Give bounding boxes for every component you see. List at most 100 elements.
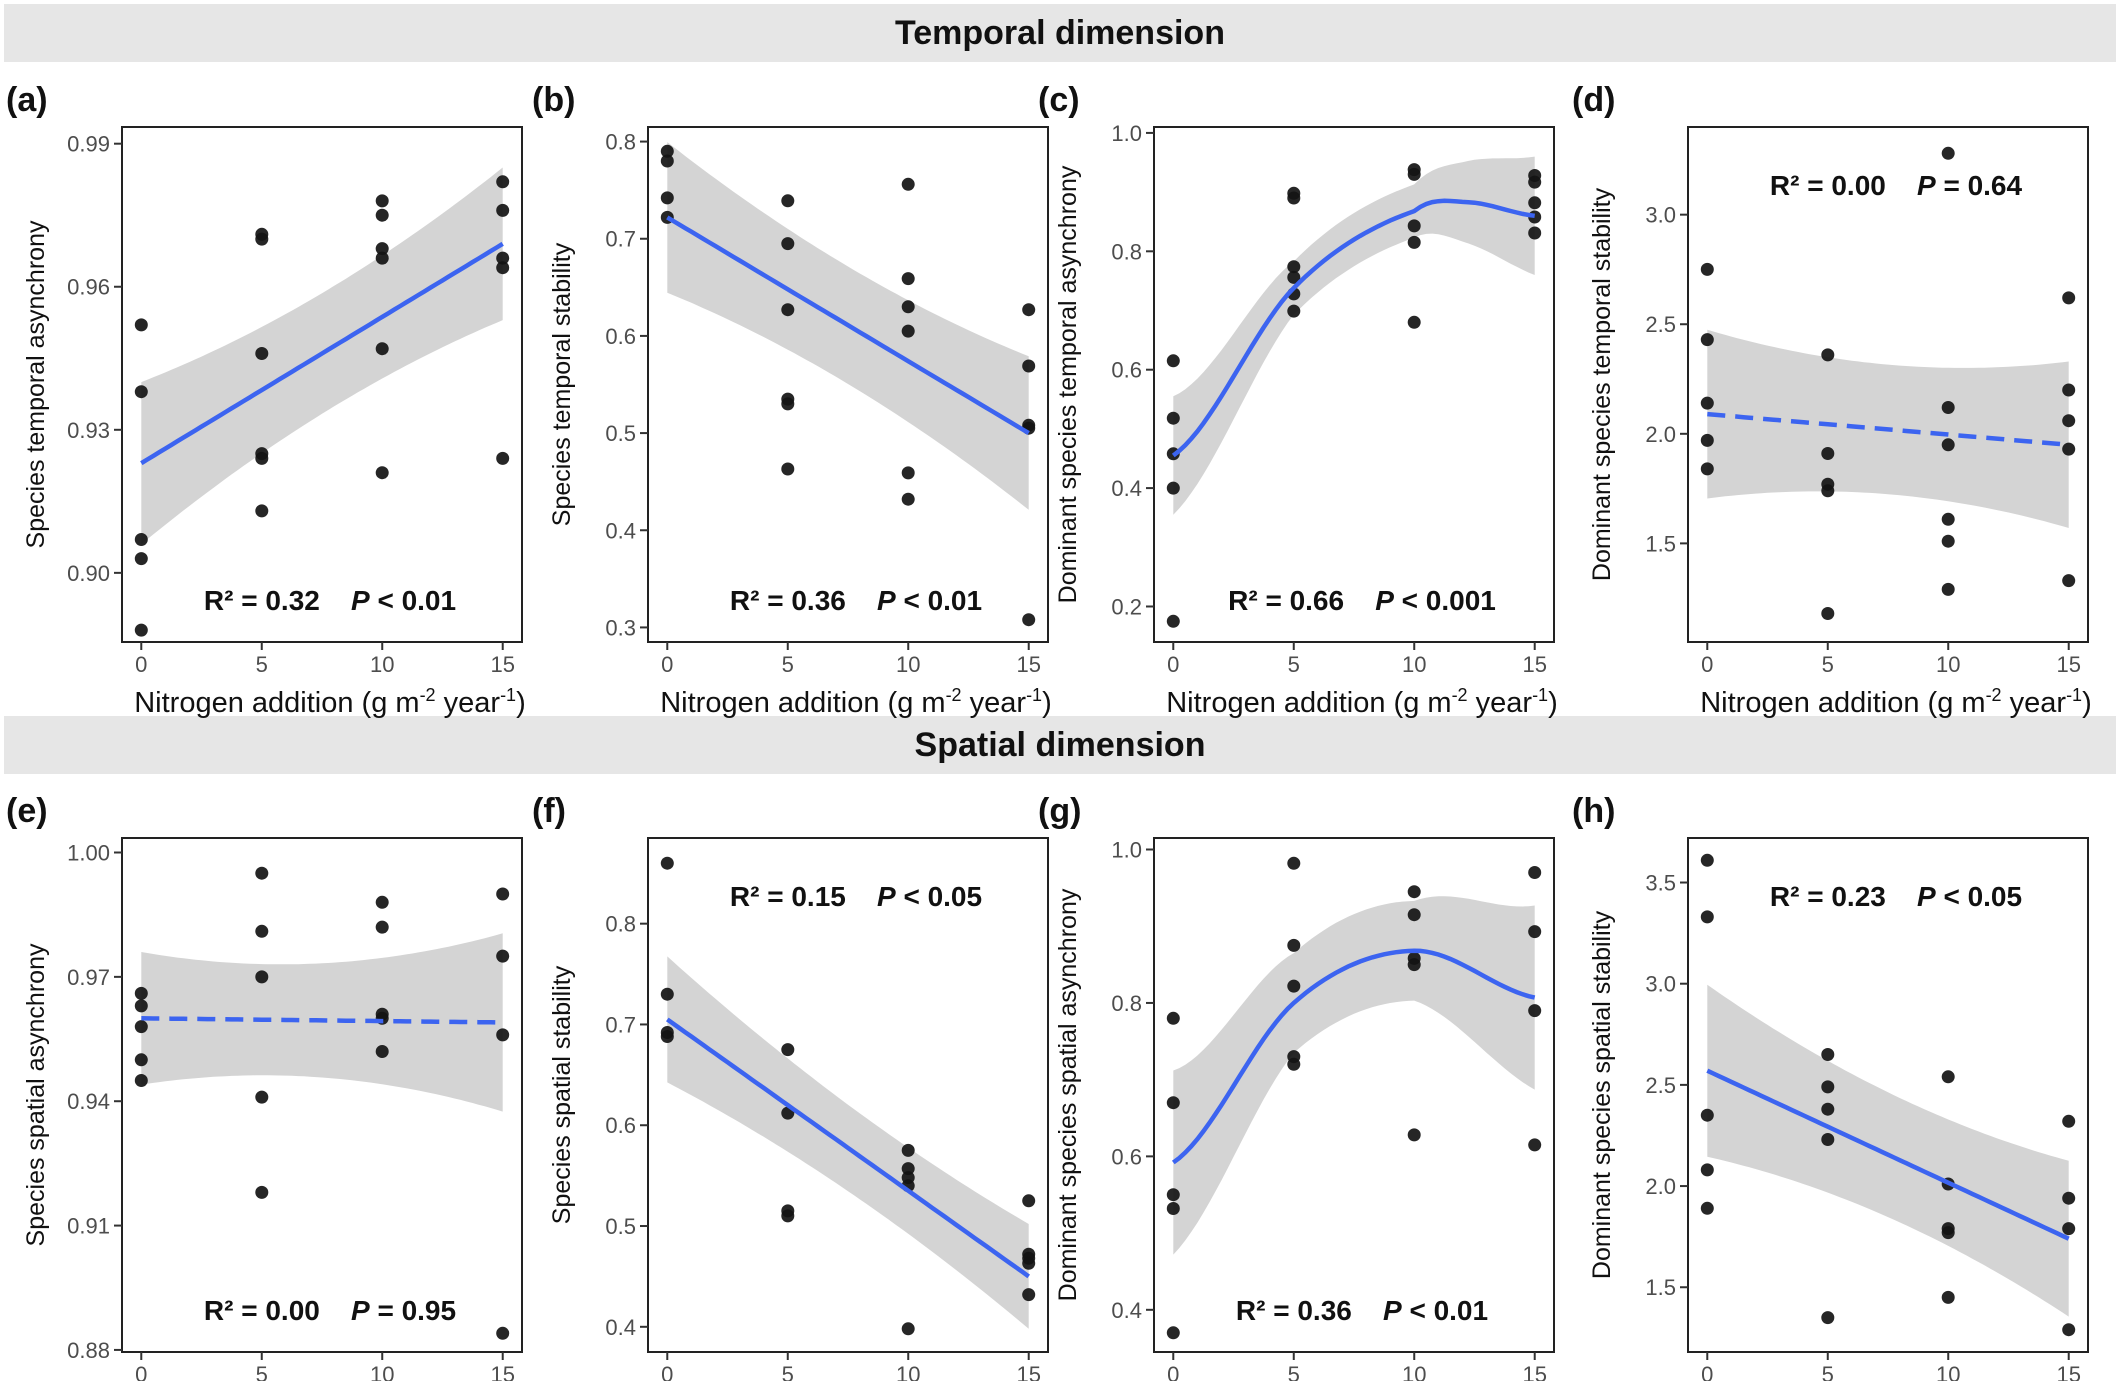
data-point [1700, 333, 1714, 347]
x-tick-label: 5 [256, 1362, 268, 1381]
data-point [375, 1045, 389, 1058]
y-tick-label: 1.00 [67, 841, 110, 866]
panel-border [647, 126, 1049, 643]
data-point [1528, 1138, 1542, 1152]
y-tick-label: 0.91 [67, 1214, 110, 1239]
data-point [1407, 235, 1421, 249]
x-tick-label: 10 [1936, 652, 1960, 677]
data-point [1941, 582, 1955, 596]
x-tick-label: 5 [1822, 652, 1834, 677]
y-tick-label: 2.0 [1645, 1174, 1676, 1199]
data-point [255, 504, 269, 518]
panel-b: 0 5 10 15 0.3 0.4 0.5 0.6 0.7 0.8 Species temporal… [532, 81, 1052, 719]
data-point [781, 397, 795, 411]
data-point [1166, 614, 1180, 628]
panel-label: (a) [6, 81, 48, 119]
stats-label: R² = 0.00 P = 0.64 [1770, 170, 2023, 201]
data-point [901, 492, 915, 506]
data-point [781, 1043, 795, 1057]
data-point [1528, 196, 1542, 210]
y-tick-label: 0.90 [67, 561, 110, 586]
x-tick-label: 15 [1016, 652, 1040, 677]
x-axis-title: Nitrogen addition (g m-2 year-1) [1700, 685, 2092, 719]
data-point [1287, 856, 1301, 870]
data-point [1166, 481, 1180, 495]
x-axis-title: Nitrogen addition (g m-2 year-1) [1166, 685, 1558, 719]
fit-line [666, 215, 1030, 436]
y-tick-label: 1.5 [1645, 531, 1676, 556]
data-point [375, 194, 389, 208]
x-tick-label: 5 [1288, 652, 1300, 677]
data-point [255, 970, 269, 984]
data-point [1528, 1004, 1542, 1018]
stats-label: R² = 0.32 P < 0.01 [204, 585, 456, 616]
y-tick-label: 2.5 [1645, 312, 1676, 337]
panel-label: (b) [532, 81, 575, 119]
data-point [1166, 354, 1180, 368]
data-point [255, 866, 269, 880]
x-tick-label: 5 [782, 652, 794, 677]
data-point [781, 462, 795, 476]
x-tick-label: 10 [370, 1362, 394, 1381]
x-tick-label: 0 [1167, 1362, 1179, 1381]
data-point [781, 194, 795, 208]
y-tick-label: 0.4 [605, 1315, 636, 1340]
y-tick-label: 0.5 [605, 1214, 636, 1239]
data-point [1287, 191, 1301, 205]
data-point [901, 324, 915, 338]
data-point [2062, 1191, 2076, 1205]
data-point [134, 318, 148, 332]
data-point [1407, 958, 1421, 972]
stats-label: R² = 0.23 P < 0.05 [1770, 881, 2022, 912]
y-tick-label: 0.93 [67, 418, 110, 443]
data-point [1528, 925, 1542, 939]
x-tick-label: 15 [1522, 652, 1546, 677]
y-axis-title: Dominant species spatial asynchrony [1054, 888, 1082, 1301]
data-point [496, 203, 510, 217]
data-point [496, 1028, 510, 1042]
panel-border [1687, 126, 2089, 643]
data-point [1941, 512, 1955, 526]
data-point [1166, 1188, 1180, 1202]
fit-line [1171, 948, 1536, 1165]
x-axis-title: Nitrogen addition (g m-2 year-1) [660, 685, 1052, 719]
data-point [1287, 938, 1301, 952]
data-point [1528, 175, 1542, 189]
panel-g: 0 5 10 15 0.4 0.6 0.8 1.0 Dominant species spati… [1038, 792, 1555, 1381]
data-point [1407, 885, 1421, 899]
data-point [1407, 315, 1421, 329]
panel-h: 0 5 10 15 1.5 2.0 2.5 3.0 3.5 Dominant species sp… [1572, 792, 2089, 1381]
data-point [1022, 1194, 1036, 1208]
x-tick-label: 0 [135, 652, 147, 677]
data-point [1407, 1128, 1421, 1142]
x-tick-label: 10 [896, 1362, 920, 1381]
data-point [1941, 534, 1955, 548]
fit-line [665, 1017, 1031, 1279]
panel-border [121, 837, 523, 1353]
y-tick-label: 0.6 [605, 324, 636, 349]
y-tick-label: 0.4 [605, 518, 636, 543]
x-tick-label: 10 [1936, 1362, 1960, 1381]
data-point [901, 177, 915, 191]
data-point [2062, 574, 2076, 588]
data-point [1700, 1163, 1714, 1177]
data-point [1166, 1011, 1180, 1025]
y-tick-label: 0.8 [605, 130, 636, 155]
data-point [1528, 226, 1542, 240]
data-point [134, 385, 148, 399]
y-tick-label: 0.4 [1111, 476, 1142, 501]
data-point [375, 208, 389, 222]
data-point [2062, 1222, 2076, 1236]
x-axis-title: Nitrogen addition (g m-2 year-1) [134, 685, 526, 719]
x-tick-label: 15 [490, 1362, 514, 1381]
data-point [375, 466, 389, 480]
panel-border [1153, 837, 1555, 1353]
data-point [2062, 1114, 2076, 1128]
panel-border [647, 837, 1049, 1353]
data-point [1022, 1256, 1036, 1270]
y-axis-title: Species temporal asynchrony [22, 220, 50, 548]
data-point [375, 342, 389, 356]
data-point [134, 999, 148, 1013]
y-tick-label: 0.2 [1111, 594, 1142, 619]
